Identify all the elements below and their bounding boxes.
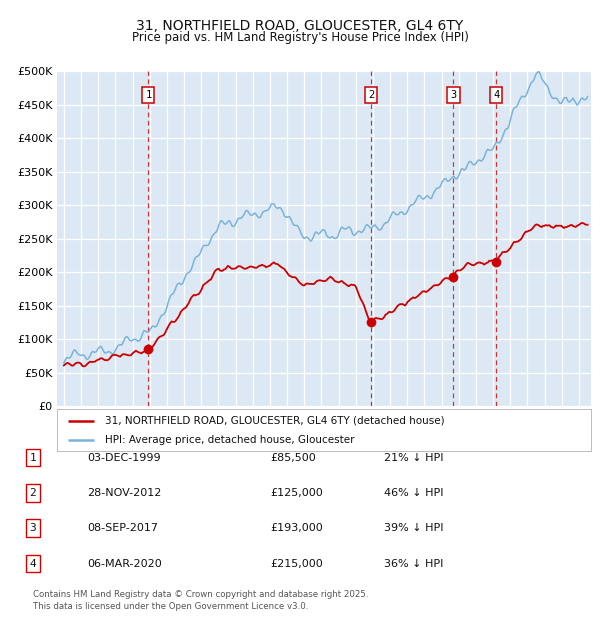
Text: Price paid vs. HM Land Registry's House Price Index (HPI): Price paid vs. HM Land Registry's House … xyxy=(131,31,469,44)
Text: 03-DEC-1999: 03-DEC-1999 xyxy=(87,453,161,463)
Text: 4: 4 xyxy=(493,90,499,100)
Text: 46% ↓ HPI: 46% ↓ HPI xyxy=(384,488,443,498)
Text: 39% ↓ HPI: 39% ↓ HPI xyxy=(384,523,443,533)
Text: 4: 4 xyxy=(29,559,37,569)
Text: £85,500: £85,500 xyxy=(270,453,316,463)
Text: 2: 2 xyxy=(29,488,37,498)
Text: £215,000: £215,000 xyxy=(270,559,323,569)
Text: 21% ↓ HPI: 21% ↓ HPI xyxy=(384,453,443,463)
Text: 3: 3 xyxy=(29,523,37,533)
Text: £125,000: £125,000 xyxy=(270,488,323,498)
Text: 31, NORTHFIELD ROAD, GLOUCESTER, GL4 6TY: 31, NORTHFIELD ROAD, GLOUCESTER, GL4 6TY xyxy=(136,19,464,33)
Text: 31, NORTHFIELD ROAD, GLOUCESTER, GL4 6TY (detached house): 31, NORTHFIELD ROAD, GLOUCESTER, GL4 6TY… xyxy=(105,415,445,425)
Text: 1: 1 xyxy=(29,453,37,463)
Text: 06-MAR-2020: 06-MAR-2020 xyxy=(87,559,162,569)
Text: £193,000: £193,000 xyxy=(270,523,323,533)
Text: 1: 1 xyxy=(145,90,151,100)
Text: 08-SEP-2017: 08-SEP-2017 xyxy=(87,523,158,533)
Text: 36% ↓ HPI: 36% ↓ HPI xyxy=(384,559,443,569)
Text: 3: 3 xyxy=(451,90,457,100)
Text: 2: 2 xyxy=(368,90,374,100)
Text: HPI: Average price, detached house, Gloucester: HPI: Average price, detached house, Glou… xyxy=(105,435,355,445)
Text: Contains HM Land Registry data © Crown copyright and database right 2025.
This d: Contains HM Land Registry data © Crown c… xyxy=(33,590,368,611)
Text: 28-NOV-2012: 28-NOV-2012 xyxy=(87,488,161,498)
